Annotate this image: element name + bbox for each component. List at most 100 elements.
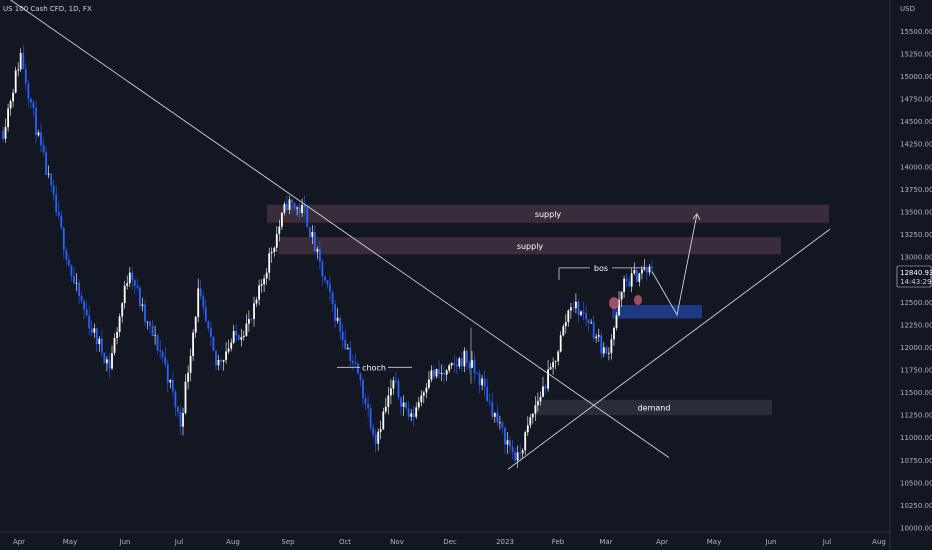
candle-body [531,413,534,418]
candle-body [610,339,613,354]
candle-body [80,296,83,302]
projection-path[interactable] [651,213,698,317]
candle-body [324,276,326,281]
candle-body [488,401,491,402]
candle-body [326,280,329,285]
price-tick-label: 15500.00 [900,28,932,36]
candle-body [177,407,179,412]
candle-body [392,380,395,389]
candle-body [113,338,116,354]
candle-body [341,331,344,340]
candle-body [242,335,245,337]
candle-body [2,130,4,139]
candle-body [407,408,410,417]
candle-body [554,361,557,362]
candle-body [592,322,595,339]
currency-label: USD [900,5,915,13]
candle-body [478,373,481,386]
candle-body [179,411,182,427]
candle-body [253,303,255,320]
drawings-layer: choch bos [0,0,831,470]
candle-body [93,328,96,333]
candle-body [387,395,390,407]
candle-body [260,284,263,286]
candle-body [128,272,131,284]
candle-body [111,353,113,369]
candle-body [564,322,567,327]
candle-body [85,309,88,316]
price-tick-label: 14250.00 [900,141,932,149]
candle-body [334,304,336,321]
liquidity-marker[interactable] [609,297,619,309]
candle-body [270,252,273,254]
candle-body [499,422,501,424]
candle-body [400,397,402,407]
candle-body [443,373,445,375]
candle-body [286,203,288,210]
candle-body [141,304,144,306]
candle-body [230,342,233,349]
candle-body [172,380,174,392]
price-tick-label: 13500.00 [900,208,932,216]
price-tick-label: 15000.00 [900,73,932,81]
candle-body [395,380,397,382]
candle-body [491,401,494,417]
time-tick-label: May [707,538,721,546]
price-axis[interactable]: 10000.00 10250.00 10500.00 10750.00 11000.00… [900,28,932,533]
candle-body [526,425,529,433]
candle-body [648,266,651,273]
candle-body [45,152,47,175]
candle-body [319,249,321,262]
candle-body [7,108,9,128]
descending-trendline[interactable] [0,0,670,458]
price-tick-label: 11000.00 [900,434,932,442]
candle-body [354,362,357,364]
candle-body [291,199,293,203]
time-tick-label: May [63,538,77,546]
candle-body [509,440,511,447]
candle-body [575,301,577,309]
candle-body [258,285,260,300]
supply-zone-lower[interactable] [279,237,781,255]
candle-body [202,296,205,308]
liquidity-marker[interactable] [634,295,642,305]
candle-body [547,369,549,389]
candle-body [402,402,405,407]
ascending-trendline[interactable] [507,228,831,470]
price-tick-label: 12500.00 [900,299,932,307]
buy-zone[interactable] [612,305,702,319]
candle-body [534,405,537,414]
candle-body [544,386,547,389]
candle-body [52,185,55,195]
price-tick-label: 14750.00 [900,96,932,104]
candle-body [50,173,53,186]
demand-zone[interactable] [536,399,772,416]
supply-zone-upper[interactable] [267,204,829,223]
price-tick-label: 10250.00 [900,502,932,510]
candle-body [572,307,575,309]
candle-body [227,348,230,352]
candle-body [473,360,476,374]
candle-body [329,284,331,293]
time-axis[interactable]: Apr May Jun Jul Aug Sep Oct Nov Dec 2023 Feb Mar Apr… [13,538,886,546]
candle-body [296,207,298,209]
symbol-title: US 100 Cash CFD, 1D, FX [3,5,92,13]
candle-body [635,270,638,282]
last-price-tag-box [896,265,932,288]
time-tick-label: Feb [552,538,565,546]
candle-body [587,319,590,324]
candle-body [169,380,172,383]
candle-body [204,307,207,321]
candle-body [250,319,253,320]
candle-body [529,417,532,426]
price-tick-label: 13750.00 [900,186,932,194]
last-price-value: 12840.93 [900,269,932,277]
candle-body [435,369,438,377]
candle-body [377,431,380,444]
candle-body [602,347,605,354]
bos-label-bg [590,261,612,273]
candle-body [139,287,141,306]
candle-body [453,363,456,365]
